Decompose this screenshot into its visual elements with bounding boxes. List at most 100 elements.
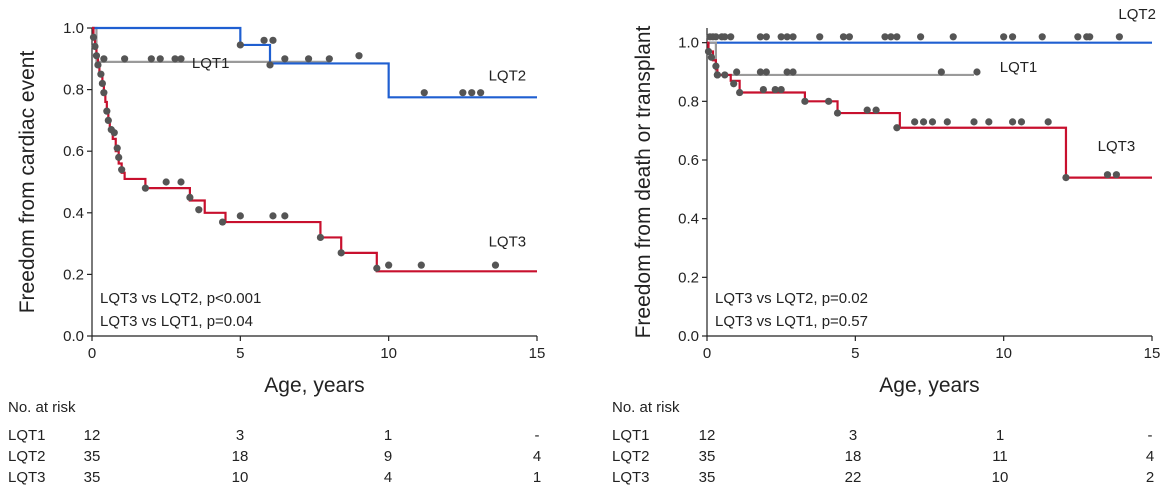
chart-panel-1: 0.0 0.2 0.4 0.6 0.8 1.0 0 5 10 15 Age, years Freedo…	[16, 20, 545, 397]
censor-point	[195, 206, 203, 214]
censor-point	[417, 261, 425, 269]
censor-point	[89, 33, 98, 41]
risk-count: 12	[84, 427, 101, 444]
censor-point	[1017, 118, 1026, 126]
y-tick-label: 0.6	[678, 152, 699, 169]
y-tick-label: 0.4	[63, 205, 84, 222]
censor-point	[911, 118, 919, 126]
censor-point	[385, 261, 393, 269]
censor-point	[783, 68, 791, 76]
censor-point	[887, 33, 895, 41]
censor-point	[730, 80, 738, 88]
censor-point	[477, 89, 485, 97]
censor-point	[783, 33, 791, 41]
risk-count: 3	[849, 427, 857, 444]
censor-point	[162, 178, 170, 186]
y-tick-label: 0.6	[63, 143, 84, 160]
y-axis-label: Freedom from death or transplant	[632, 25, 655, 338]
risk-count: 4	[533, 448, 541, 465]
p-value-text: LQT3 vs LQT1, p=0.04	[100, 313, 253, 330]
censor-point	[771, 86, 779, 94]
censor-point	[1112, 171, 1120, 179]
km-curve-lqt2	[92, 26, 537, 99]
censor-point	[177, 178, 185, 186]
censor-point	[759, 86, 767, 94]
y-tick-label: 0.2	[63, 266, 84, 283]
censor-point	[355, 52, 363, 60]
risk-count: 35	[84, 469, 101, 486]
risk-count: -	[1148, 427, 1153, 444]
censor-point	[91, 42, 99, 51]
censor-point	[94, 61, 102, 69]
censor-point	[704, 47, 713, 56]
risk-table-header: No. at risk	[612, 399, 680, 416]
censor-point	[949, 33, 957, 41]
censor-point	[839, 33, 848, 41]
censor-point	[266, 61, 274, 69]
censor-point	[721, 33, 729, 41]
censor-point	[121, 55, 129, 63]
risk-table-2: No. at risk LQT1 12 3 1 - LQT2 35 18 11 4 LQT3 35 22 1…	[612, 399, 1154, 486]
censor-point	[1074, 33, 1082, 41]
censor-point	[100, 55, 108, 63]
censor-point	[893, 124, 901, 132]
x-tick-label: 15	[1144, 345, 1161, 362]
censor-point	[872, 106, 880, 114]
censor-point	[789, 68, 797, 76]
censor-point	[98, 79, 106, 88]
censor-point	[1062, 174, 1070, 182]
censor-point	[92, 52, 101, 60]
censor-point	[156, 55, 164, 63]
curve-label-lqt2: LQT2	[1118, 6, 1156, 23]
censor-point	[147, 55, 155, 63]
censor-point	[325, 55, 333, 63]
censor-point	[863, 106, 871, 114]
risk-count: 10	[992, 469, 1009, 486]
risk-table-1: No. at risk LQT1 12 3 1 - LQT2 35 18 9 4 LQT3 35 10 4 1	[8, 399, 541, 486]
risk-count: 1	[384, 427, 392, 444]
censor-point	[727, 33, 735, 41]
risk-count: 12	[699, 427, 716, 444]
censor-point	[1000, 33, 1008, 41]
censor-point	[919, 118, 928, 126]
curve-label-lqt1: LQT1	[192, 55, 230, 72]
x-tick-label: 10	[995, 345, 1012, 362]
p-value-text: LQT3 vs LQT1, p=0.57	[715, 313, 868, 330]
censor-point	[1008, 118, 1017, 126]
censor-point	[316, 233, 325, 242]
censor-point	[1038, 33, 1046, 41]
censor-point	[1103, 171, 1112, 179]
y-tick-label: 1.0	[678, 35, 699, 52]
risk-count: 35	[84, 448, 101, 465]
censor-point	[236, 212, 244, 220]
risk-count: 22	[845, 469, 862, 486]
censor-point	[141, 184, 149, 192]
censor-point	[118, 166, 126, 174]
censor-point	[985, 118, 993, 126]
x-tick-label: 15	[529, 345, 546, 362]
censor-point	[281, 55, 289, 63]
censor-point	[893, 33, 901, 41]
censor-point	[337, 249, 345, 257]
censor-point	[491, 261, 500, 269]
censor-point	[713, 71, 721, 79]
y-axis-label: Freedom from cardiac event	[16, 51, 39, 314]
censor-point	[733, 68, 741, 76]
risk-group-label: LQT2	[612, 448, 650, 465]
curve-label-lqt1: LQT1	[1000, 59, 1038, 76]
censor-point	[100, 89, 108, 97]
censor-point	[104, 116, 112, 124]
risk-group-label: LQT3	[612, 469, 650, 486]
x-tick-label: 10	[380, 345, 397, 362]
censor-point	[881, 33, 889, 41]
censor-point	[260, 36, 268, 44]
censor-point	[115, 153, 123, 161]
censor-point	[707, 53, 716, 61]
p-value-text: LQT3 vs LQT2, p<0.001	[100, 290, 261, 307]
risk-count: 4	[384, 469, 392, 486]
y-tick-label: 0.0	[63, 328, 84, 345]
censor-point	[712, 62, 720, 70]
censor-point	[281, 212, 289, 220]
y-tick-label: 0.2	[678, 269, 699, 286]
x-tick-label: 5	[851, 345, 859, 362]
